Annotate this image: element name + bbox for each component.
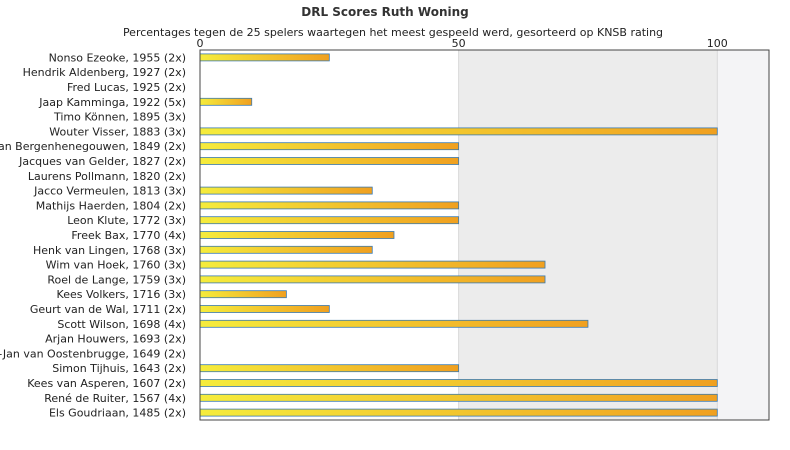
plot-frame <box>199 49 770 421</box>
bar <box>199 157 460 165</box>
category-label: Arjan Houwers, 1693 (2x) <box>45 333 186 346</box>
category-label: Jaap Kamminga, 1922 (5x) <box>38 96 186 109</box>
bar <box>199 53 330 62</box>
bar <box>199 127 718 136</box>
bar <box>199 379 718 387</box>
bar <box>199 231 395 239</box>
x-tick-label: 0 <box>197 37 204 50</box>
x-tick-label: 50 <box>452 37 466 50</box>
chart-subtitle: Percentages tegen de 25 spelers waartege… <box>123 26 663 39</box>
category-label: Nonso Ezeoke, 1955 (2x) <box>49 51 186 64</box>
plot-area: 0 50 100 Nonso Ezeoke, 1955 (2x) Hendrik Ald… <box>0 37 770 421</box>
category-label: Leon Klute, 1772 (3x) <box>67 214 186 227</box>
category-label: Simon Tijhuis, 1643 (2x) <box>52 362 186 375</box>
bar <box>199 216 460 225</box>
bar <box>199 305 330 313</box>
bar <box>199 201 460 210</box>
bar <box>199 364 460 373</box>
bar <box>199 393 718 402</box>
category-label: Roel de Lange, 1759 (3x) <box>47 273 186 286</box>
category-label: t-Jan van Oostenbrugge, 1649 (2x) <box>0 347 186 360</box>
category-label: Geurt van de Wal, 1711 (2x) <box>30 303 186 316</box>
band-100-plus <box>717 50 769 420</box>
category-label: Kees Volkers, 1716 (3x) <box>57 288 186 301</box>
bar <box>199 186 373 195</box>
bar <box>199 245 373 254</box>
category-label: Wim van Hoek, 1760 (3x) <box>46 259 186 272</box>
category-label: Jacco Vermeulen, 1813 (3x) <box>33 185 186 198</box>
chart-title: DRL Scores Ruth Woning <box>301 5 468 19</box>
category-label: Hendrik Aldenberg, 1927 (2x) <box>23 66 186 79</box>
bar <box>199 97 253 106</box>
category-label: Henk van Lingen, 1768 (3x) <box>33 244 186 257</box>
category-label: René de Ruiter, 1567 (4x) <box>44 392 186 405</box>
category-label: Freek Bax, 1770 (4x) <box>71 229 186 242</box>
category-label: Mathijs Haerden, 1804 (2x) <box>36 199 186 212</box>
category-label: Kees van Asperen, 1607 (2x) <box>27 377 186 390</box>
x-tick-label: 100 <box>707 37 728 50</box>
category-label: Timo Können, 1895 (3x) <box>53 111 186 124</box>
category-label: Laurens Pollmann, 1820 (2x) <box>28 170 186 183</box>
category-label: Els Goudriaan, 1485 (2x) <box>49 407 186 420</box>
bar <box>199 319 589 328</box>
bar <box>199 275 546 284</box>
category-label: Wouter Visser, 1883 (3x) <box>49 125 186 138</box>
bar <box>199 260 546 269</box>
bar <box>199 408 718 417</box>
bar <box>199 142 460 151</box>
category-label: Fred Lucas, 1925 (2x) <box>67 81 186 94</box>
band-50-100 <box>458 50 718 420</box>
bar <box>199 290 287 299</box>
category-label: Jacques van Gelder, 1827 (2x) <box>18 155 186 168</box>
category-label: van Bergenhenegouwen, 1849 (2x) <box>0 140 186 153</box>
category-label: Scott Wilson, 1698 (4x) <box>57 318 186 331</box>
